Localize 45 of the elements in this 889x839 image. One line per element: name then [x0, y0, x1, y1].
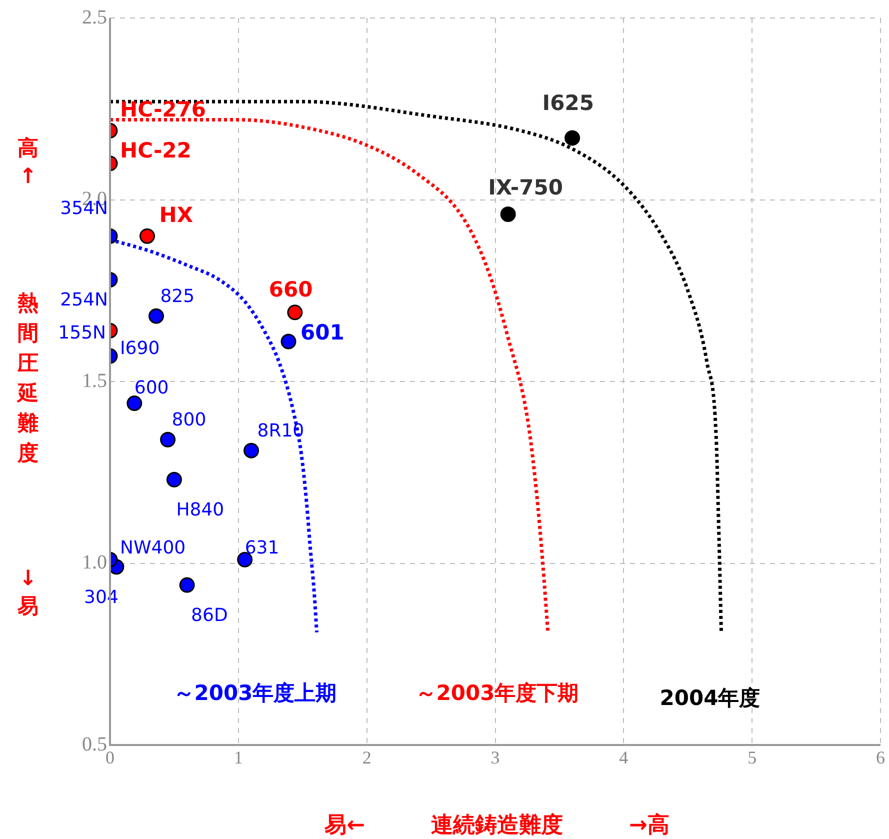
text: ↓易: [16, 566, 38, 618]
y-tick-label: 2.5: [82, 6, 107, 28]
annotation: HC-22: [120, 138, 192, 162]
point: [126, 396, 142, 412]
point: [166, 472, 182, 488]
annotation: 86D: [191, 605, 228, 626]
x-tick-label: 5: [748, 748, 757, 768]
point: [244, 442, 260, 458]
annotation: HX: [159, 203, 194, 228]
y-tick-label: 0.5: [82, 733, 107, 756]
annotation: 254N: [60, 290, 108, 311]
annotation: 155N: [58, 322, 106, 344]
annotation: H840: [176, 500, 224, 521]
text: 2004年度: [660, 686, 760, 710]
x-tick-label: 1: [234, 748, 243, 768]
annotation: NW400: [120, 538, 186, 559]
x-tick-label: 0: [106, 748, 114, 768]
point: [160, 432, 176, 448]
point: [564, 130, 580, 146]
annotation: 631: [244, 538, 280, 559]
annotation: 601: [300, 320, 344, 345]
annotation: 600: [134, 377, 169, 398]
point: [148, 308, 164, 324]
point: [280, 334, 296, 350]
annotation: 800: [172, 410, 206, 431]
x-axis-title: 易← 連続鋳造難度 →高: [324, 812, 670, 838]
x-tick-label: 3: [490, 748, 500, 768]
annotation: IX-750: [488, 175, 563, 200]
annotation: I690: [120, 338, 160, 360]
annotation: 825: [160, 286, 195, 308]
y-axis-title: 熱間圧延難度: [16, 291, 38, 465]
x-tick-label: 2: [362, 748, 372, 768]
point: [500, 206, 516, 222]
annotation: I625: [542, 90, 594, 115]
y-tick-label: 1.5: [82, 370, 107, 392]
point: [179, 577, 195, 593]
annotation: 8R10: [257, 420, 304, 442]
x-tick-label: 6: [876, 748, 885, 768]
y-tick-label: 1.0: [82, 552, 107, 574]
text: ～2003年度上期: [173, 681, 337, 705]
text: ～2003年度下期: [415, 681, 579, 705]
text: 高↑: [18, 136, 38, 188]
annotation: 660: [268, 277, 313, 302]
x-tick-label: 4: [619, 748, 628, 768]
annotation: HC-276: [120, 98, 206, 122]
